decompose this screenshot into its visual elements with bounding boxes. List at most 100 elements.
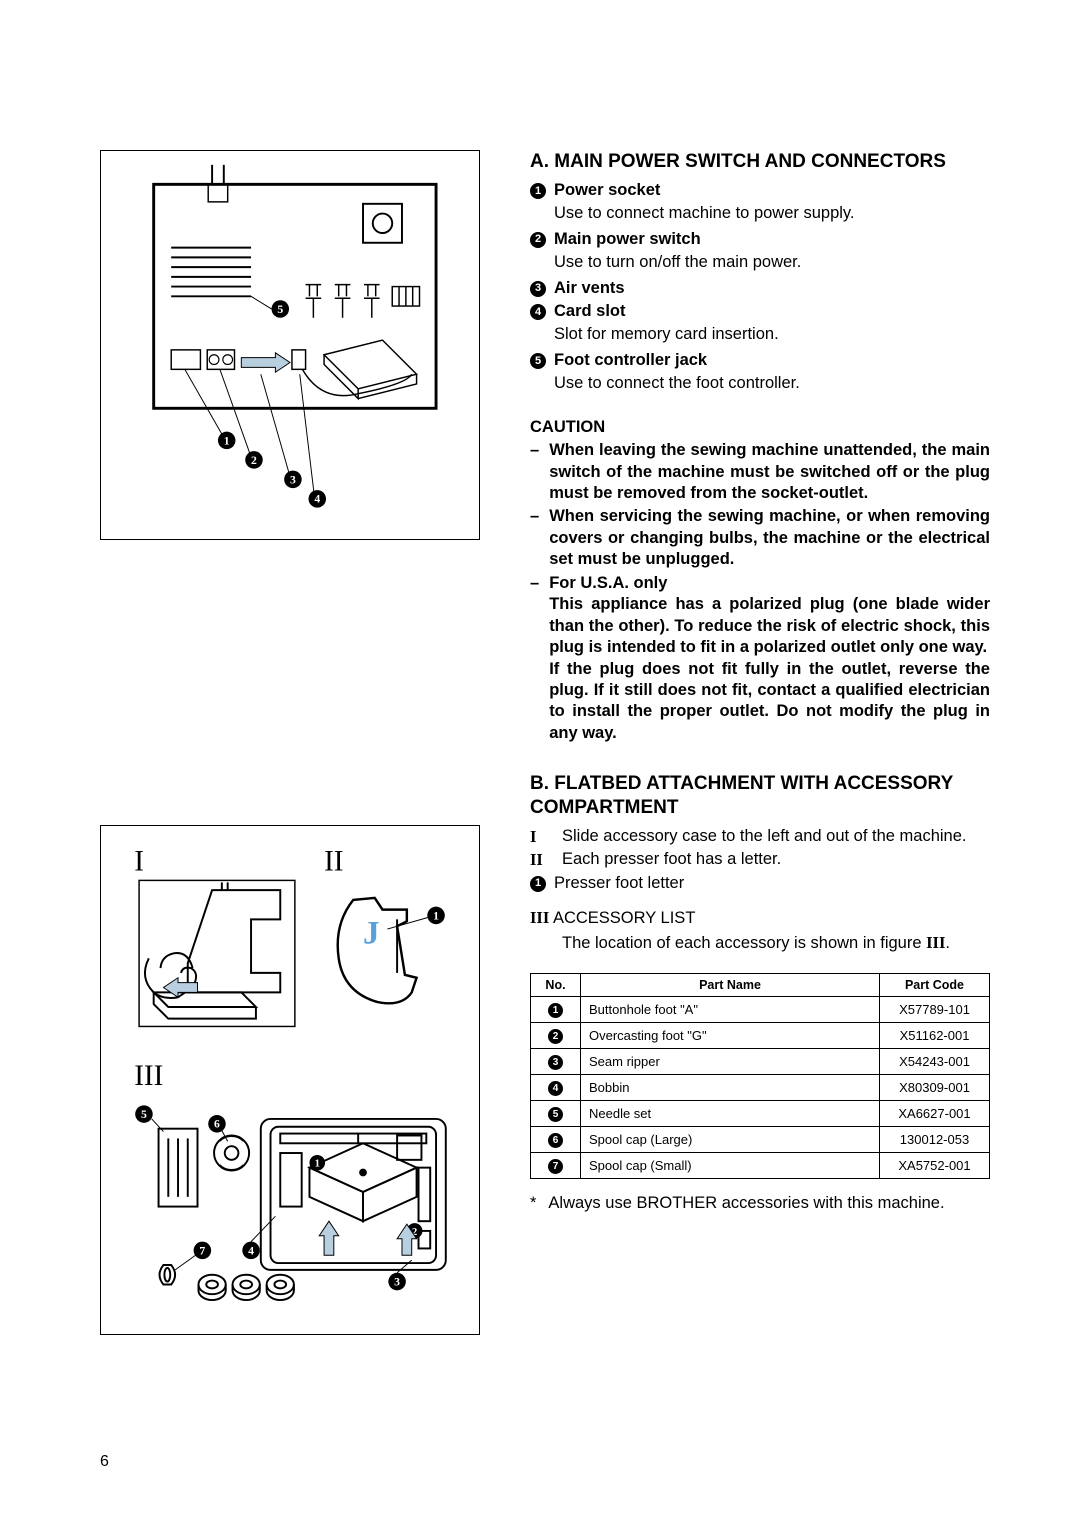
- item-a4: 4 Card slot: [530, 301, 990, 322]
- item-a4-desc: Slot for memory card insertion.: [554, 324, 990, 345]
- roman-i: I Slide accessory case to the left and o…: [530, 826, 990, 847]
- item-a2-desc: Use to turn on/off the main power.: [554, 252, 990, 273]
- row-num-icon: 5: [548, 1107, 563, 1122]
- item-a5: 5 Foot controller jack: [530, 350, 990, 371]
- roman-ii: II Each presser foot has a letter.: [530, 849, 990, 870]
- row-num-icon: 2: [548, 1029, 563, 1044]
- dash-icon: –: [530, 506, 539, 570]
- row-num-icon: 7: [548, 1159, 563, 1174]
- svg-text:III: III: [134, 1060, 163, 1092]
- part-code: X80309-001: [880, 1074, 990, 1100]
- item-a4-label: Card slot: [554, 301, 626, 322]
- row-num-icon: 1: [548, 1003, 563, 1018]
- accessory-list-desc: The location of each accessory is shown …: [562, 932, 990, 954]
- dash-icon: –: [530, 573, 539, 745]
- part-name: Bobbin: [581, 1074, 880, 1100]
- caution-block: CAUTION – When leaving the sewing machin…: [530, 417, 990, 745]
- table-row: 2 Overcasting foot "G"X51162-001: [531, 1022, 990, 1048]
- part-code: X57789-101: [880, 996, 990, 1022]
- svg-text:4: 4: [248, 1244, 254, 1257]
- part-code: 130012-053: [880, 1126, 990, 1152]
- figure-a: 5: [100, 150, 480, 540]
- section-b-title: B. FLATBED ATTACHMENT WITH ACCESSORY COM…: [530, 772, 990, 820]
- svg-text:1: 1: [315, 1158, 320, 1170]
- section-b: B. FLATBED ATTACHMENT WITH ACCESSORY COM…: [530, 772, 990, 1214]
- callout-2-icon: 2: [530, 232, 546, 248]
- svg-text:6: 6: [214, 1118, 220, 1131]
- item-a1-desc: Use to connect machine to power supply.: [554, 203, 990, 224]
- caution-1-text: When leaving the sewing machine unattend…: [549, 440, 990, 504]
- table-row: 7 Spool cap (Small)XA5752-001: [531, 1152, 990, 1178]
- callout-5-icon: 5: [530, 353, 546, 369]
- item-a1: 1 Power socket: [530, 180, 990, 201]
- item-a5-label: Foot controller jack: [554, 350, 707, 371]
- caution-item-3: – For U.S.A. only This appliance has a p…: [530, 573, 990, 745]
- roman-ii-text: Each presser foot has a letter.: [562, 849, 781, 870]
- col-code: Part Code: [880, 973, 990, 996]
- svg-text:2: 2: [251, 454, 257, 467]
- left-column: 5: [100, 150, 490, 1375]
- accessory-list-heading: III ACCESSORY LIST: [530, 908, 990, 928]
- callout-1-icon: 1: [530, 876, 546, 892]
- table-row: 1 Buttonhole foot "A"X57789-101: [531, 996, 990, 1022]
- row-num-icon: 3: [548, 1055, 563, 1070]
- caution-item-1: – When leaving the sewing machine unatte…: [530, 440, 990, 504]
- col-name: Part Name: [581, 973, 880, 996]
- svg-text:7: 7: [199, 1244, 205, 1257]
- part-name: Seam ripper: [581, 1048, 880, 1074]
- presser-foot-text: Presser foot letter: [554, 873, 684, 894]
- svg-text:1: 1: [433, 909, 439, 922]
- callout-3-icon: 3: [530, 281, 546, 297]
- presser-foot-bullet: 1 Presser foot letter: [530, 873, 990, 894]
- item-a5-desc: Use to connect the foot controller.: [554, 373, 990, 394]
- caution-3-text: For U.S.A. only This appliance has a pol…: [549, 573, 990, 745]
- table-row: 6 Spool cap (Large)130012-053: [531, 1126, 990, 1152]
- item-a2: 2 Main power switch: [530, 229, 990, 250]
- roman-i-text: Slide accessory case to the left and out…: [562, 826, 966, 847]
- right-column: A. MAIN POWER SWITCH AND CONNECTORS 1 Po…: [530, 150, 990, 1375]
- svg-text:3: 3: [394, 1275, 400, 1288]
- caution-title: CAUTION: [530, 417, 990, 438]
- svg-text:I: I: [134, 846, 144, 878]
- part-name: Spool cap (Large): [581, 1126, 880, 1152]
- svg-text:5: 5: [141, 1108, 147, 1121]
- table-row: 3Seam ripperX54243-001: [531, 1048, 990, 1074]
- caution-item-2: – When servicing the sewing machine, or …: [530, 506, 990, 570]
- part-name: Needle set: [581, 1100, 880, 1126]
- table-body: 1 Buttonhole foot "A"X57789-101 2 Overcast…: [531, 996, 990, 1178]
- page-content: 5: [100, 150, 990, 1375]
- footnote-text: Always use BROTHER accessories with this…: [548, 1193, 944, 1214]
- svg-text:1: 1: [224, 434, 230, 447]
- callout-4-icon: 4: [530, 304, 546, 320]
- item-a1-label: Power socket: [554, 180, 660, 201]
- roman-iii-label: III: [530, 908, 549, 927]
- row-num-icon: 4: [548, 1081, 563, 1096]
- part-code: XA6627-001: [880, 1100, 990, 1126]
- row-num-icon: 6: [548, 1133, 563, 1148]
- table-row: 4 BobbinX80309-001: [531, 1074, 990, 1100]
- parts-table: No. Part Name Part Code 1 Buttonhole foot…: [530, 973, 990, 1179]
- footnote: * Always use BROTHER accessories with th…: [530, 1193, 990, 1214]
- accessory-list-label: ACCESSORY LIST: [553, 909, 695, 927]
- callout-1-icon: 1: [530, 183, 546, 199]
- roman-i-label: I: [530, 826, 552, 847]
- part-name: Spool cap (Small): [581, 1152, 880, 1178]
- dash-icon: –: [530, 440, 539, 504]
- table-header-row: No. Part Name Part Code: [531, 973, 990, 996]
- part-code: XA5752-001: [880, 1152, 990, 1178]
- col-no: No.: [531, 973, 581, 996]
- caution-2-text: When servicing the sewing machine, or wh…: [549, 506, 990, 570]
- item-a2-label: Main power switch: [554, 229, 701, 250]
- part-code: X51162-001: [880, 1022, 990, 1048]
- item-a3: 3 Air vents: [530, 278, 990, 299]
- part-name: Overcasting foot "G": [581, 1022, 880, 1048]
- svg-text:II: II: [324, 846, 343, 878]
- svg-text:3: 3: [290, 473, 296, 486]
- part-name: Buttonhole foot "A": [581, 996, 880, 1022]
- svg-text:J: J: [363, 916, 380, 952]
- footnote-star: *: [530, 1193, 536, 1214]
- section-a-title: A. MAIN POWER SWITCH AND CONNECTORS: [530, 150, 990, 174]
- svg-text:5: 5: [277, 303, 283, 316]
- svg-text:4: 4: [314, 493, 320, 506]
- table-row: 5 Needle setXA6627-001: [531, 1100, 990, 1126]
